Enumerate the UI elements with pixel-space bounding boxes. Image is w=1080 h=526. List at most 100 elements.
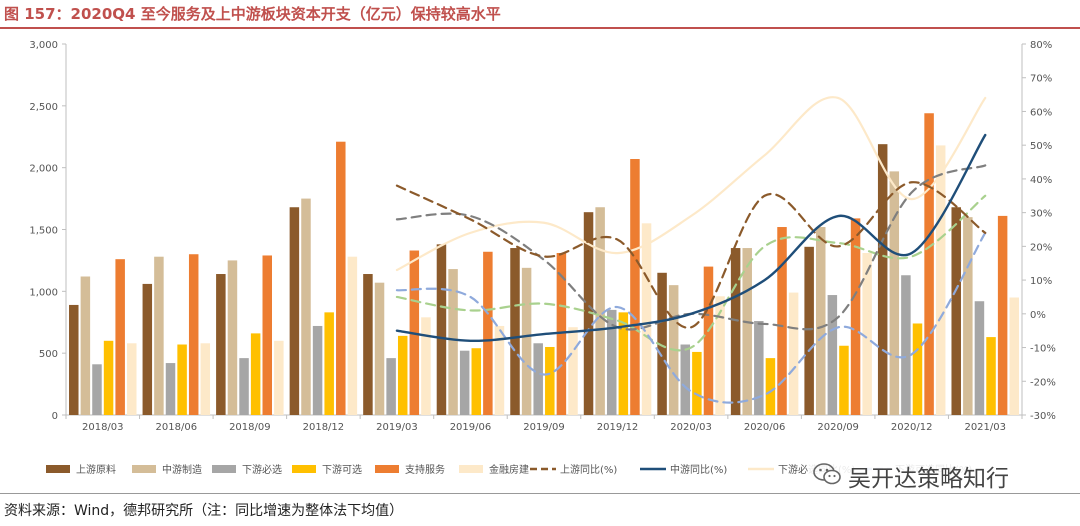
legend-label: 下游可选 (322, 463, 362, 476)
bar-5 (262, 255, 272, 415)
bar-6 (421, 317, 431, 415)
legend-label: 上游同比(%) (560, 463, 617, 476)
bar-4 (397, 335, 408, 415)
bar-3 (386, 358, 396, 415)
bar-3 (974, 301, 985, 415)
bar-1 (216, 274, 226, 415)
bar-1 (363, 274, 373, 415)
bar-4 (471, 348, 482, 415)
series-line-6 (395, 194, 987, 352)
left-tick-label: 2,500 (29, 102, 58, 113)
bar-1 (436, 244, 447, 415)
bar-6 (274, 340, 284, 415)
left-tick-label: 500 (39, 349, 58, 360)
bar-2 (595, 207, 605, 415)
legend-label: 下游必选 (242, 463, 282, 476)
bar-4 (324, 312, 334, 415)
left-tick-label: 1,500 (29, 226, 58, 237)
bar-3 (165, 363, 176, 415)
wechat-icon (813, 463, 841, 485)
left-tick-label: 2,000 (29, 164, 58, 175)
legend-swatch (375, 465, 399, 473)
bar-6 (935, 145, 946, 415)
bar-4 (545, 346, 555, 415)
bar-4 (177, 344, 187, 415)
x-tick-label: 2019/03 (376, 422, 418, 433)
bar-4 (912, 323, 923, 415)
source-divider (0, 493, 1080, 494)
legend-label: 支持服务 (405, 463, 445, 476)
legend-swatch (212, 465, 236, 473)
right-tick-label: 70% (1030, 74, 1052, 85)
bar-2 (301, 198, 311, 415)
figure-title: 图 157：2020Q4 至今服务及上中游板块资本开支（亿元）保持较高水平 (4, 5, 501, 23)
legend-swatch (292, 465, 316, 473)
x-tick-label: 2018/06 (156, 422, 198, 433)
right-tick-label: 0% (1030, 310, 1046, 321)
bar-6 (200, 343, 211, 415)
bar-6 (568, 327, 578, 415)
bar-4 (765, 358, 776, 415)
legend-swatch (46, 465, 70, 473)
right-tick-label: 80% (1030, 40, 1052, 51)
bar-6 (1009, 297, 1019, 415)
bar-3 (312, 325, 323, 415)
right-tick-label: 50% (1030, 141, 1052, 152)
left-tick-label: 1,000 (29, 287, 58, 298)
bar-3 (459, 350, 470, 415)
bar-2 (963, 217, 973, 415)
bar-1 (657, 272, 667, 415)
bar-3 (606, 309, 617, 415)
bar-1 (804, 246, 814, 415)
chart-area: 0 500 1,000 1,500 2,000 2,500 3,000 -30% -20% -10… (0, 30, 1080, 492)
x-tick-label: 2020/09 (817, 422, 859, 433)
bar-5 (703, 266, 714, 415)
bar-4 (618, 312, 629, 415)
right-tick-label: 60% (1030, 107, 1052, 118)
bar-4 (986, 337, 996, 415)
bar-5 (483, 251, 493, 415)
bar-1 (730, 248, 741, 415)
bar-3 (754, 321, 764, 415)
series-line-1 (395, 181, 987, 329)
x-tick-label: 2019/06 (450, 422, 492, 433)
bar-6 (347, 256, 358, 415)
bar-2 (521, 267, 532, 415)
legend-label: 金融房建 (489, 463, 529, 476)
bar-1 (510, 248, 520, 415)
bar-6 (127, 343, 137, 415)
x-tick-label: 2021/03 (964, 422, 1006, 433)
bar-2 (448, 269, 458, 415)
bar-2 (374, 282, 385, 415)
bar-4 (839, 345, 849, 415)
bar-6 (641, 223, 652, 415)
bar-4 (692, 351, 702, 415)
bar-5 (777, 227, 787, 415)
right-tick-label: -30% (1030, 411, 1056, 422)
bar-4 (250, 333, 261, 415)
x-tick-label: 2018/09 (229, 422, 271, 433)
series-line-4 (395, 231, 987, 404)
bar-3 (680, 344, 691, 415)
source-note: 资料来源：Wind，德邦研究所（注：同比增速为整体法下均值） (4, 503, 404, 519)
x-tick-label: 2019/09 (523, 422, 565, 433)
x-tick-label: 2020/12 (891, 422, 933, 433)
legend-swatch (132, 465, 156, 473)
right-tick-label: -20% (1030, 377, 1056, 388)
legend-label: 中游制造 (162, 463, 202, 476)
bar-2 (154, 256, 164, 415)
bar-5 (850, 218, 861, 415)
legend-swatch (459, 465, 483, 473)
series-line-3 (395, 96, 987, 272)
combo-chart: 0 500 1,000 1,500 2,000 2,500 3,000 -30% -20% -10… (29, 40, 1056, 476)
bar-5 (997, 215, 1008, 415)
bar-3 (92, 364, 102, 415)
bar-6 (862, 252, 872, 415)
x-tick-label: 2020/06 (744, 422, 786, 433)
left-tick-label: 3,000 (29, 40, 58, 51)
bar-1 (289, 207, 300, 415)
right-tick-label: -10% (1030, 344, 1056, 355)
title-divider (0, 27, 1080, 29)
figure-title-bar: 图 157：2020Q4 至今服务及上中游板块资本开支（亿元）保持较高水平 (0, 0, 1080, 29)
bar-1 (877, 144, 888, 416)
